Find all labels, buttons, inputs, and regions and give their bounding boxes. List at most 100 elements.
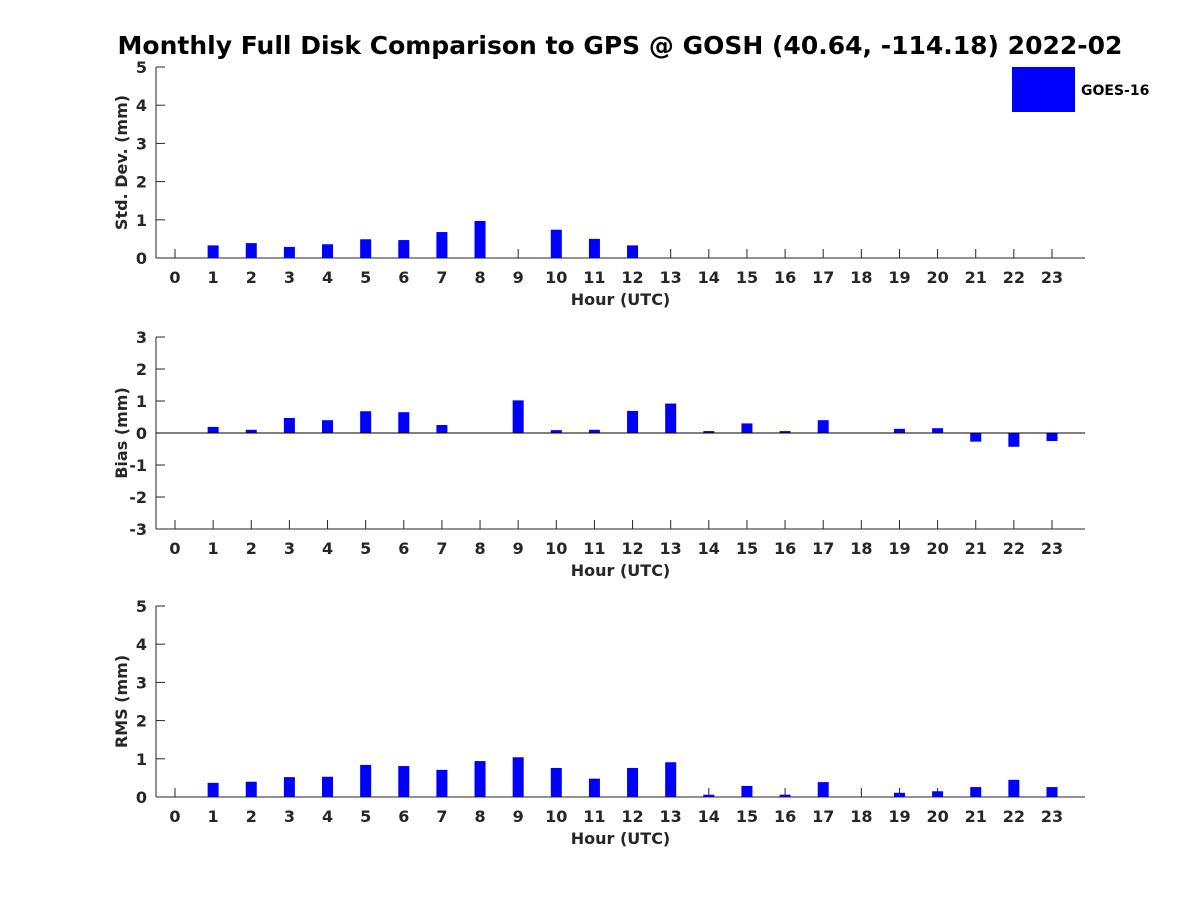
y-tick-label: 2 xyxy=(136,712,147,731)
bar-hour-2 xyxy=(245,429,257,433)
bar-hour-5 xyxy=(360,411,372,433)
bar-hour-4 xyxy=(322,420,334,433)
x-tick-label: 12 xyxy=(621,807,643,826)
x-tick-label: 17 xyxy=(812,268,834,287)
bar-hour-2 xyxy=(245,243,257,258)
y-tick-label: 1 xyxy=(136,750,147,769)
bar-hour-17 xyxy=(817,782,829,797)
bar-hour-21 xyxy=(970,433,982,442)
x-tick-label: 13 xyxy=(660,807,682,826)
y-axis-label: Std. Dev. (mm) xyxy=(112,95,131,230)
x-tick-label: 19 xyxy=(888,268,910,287)
x-tick-label: 7 xyxy=(436,539,447,558)
bar-hour-12 xyxy=(627,410,639,433)
x-tick-label: 15 xyxy=(736,807,758,826)
x-tick-label: 20 xyxy=(926,539,948,558)
y-tick-label: 3 xyxy=(136,328,147,347)
y-axis-label: RMS (mm) xyxy=(112,655,131,748)
bar-hour-11 xyxy=(588,778,600,797)
y-tick-label: 5 xyxy=(136,597,147,616)
x-axis-label: Hour (UTC) xyxy=(571,561,671,580)
x-tick-label: 23 xyxy=(1041,539,1063,558)
x-tick-label: 13 xyxy=(660,268,682,287)
x-tick-label: 1 xyxy=(208,807,219,826)
x-tick-label: 17 xyxy=(812,807,834,826)
x-tick-label: 10 xyxy=(545,268,567,287)
bar-hour-11 xyxy=(588,238,600,258)
x-tick-label: 6 xyxy=(398,268,409,287)
x-tick-label: 6 xyxy=(398,539,409,558)
y-tick-label: -2 xyxy=(129,488,147,507)
bar-hour-14 xyxy=(703,431,715,433)
bar-hour-4 xyxy=(322,776,334,797)
y-tick-label: 0 xyxy=(136,424,147,443)
x-tick-label: 7 xyxy=(436,268,447,287)
x-tick-label: 22 xyxy=(1003,539,1025,558)
x-tick-label: 14 xyxy=(698,268,720,287)
x-tick-label: 1 xyxy=(208,268,219,287)
x-tick-label: 10 xyxy=(545,807,567,826)
x-tick-label: 20 xyxy=(926,268,948,287)
x-tick-label: 18 xyxy=(850,539,872,558)
x-tick-label: 5 xyxy=(360,268,371,287)
x-tick-label: 12 xyxy=(621,539,643,558)
bar-hour-2 xyxy=(245,781,257,797)
bar-hour-19 xyxy=(893,428,905,433)
x-tick-label: 4 xyxy=(322,807,333,826)
bar-hour-23 xyxy=(1046,433,1058,441)
bar-hour-13 xyxy=(665,762,677,797)
bar-hour-3 xyxy=(283,777,295,797)
bar-hour-15 xyxy=(741,785,753,797)
x-tick-label: 5 xyxy=(360,539,371,558)
x-tick-label: 16 xyxy=(774,268,796,287)
x-tick-label: 19 xyxy=(888,539,910,558)
bar-hour-12 xyxy=(627,767,639,797)
x-tick-label: 0 xyxy=(169,268,180,287)
y-tick-label: 0 xyxy=(136,788,147,807)
x-tick-label: 8 xyxy=(474,807,485,826)
x-tick-label: 19 xyxy=(888,807,910,826)
x-tick-label: 21 xyxy=(965,539,987,558)
bar-hour-12 xyxy=(627,245,639,258)
y-tick-label: -1 xyxy=(129,456,147,475)
x-tick-label: 8 xyxy=(474,539,485,558)
bar-hour-5 xyxy=(360,764,372,797)
x-tick-label: 15 xyxy=(736,539,758,558)
x-tick-label: 3 xyxy=(284,539,295,558)
x-tick-label: 4 xyxy=(322,539,333,558)
bar-hour-22 xyxy=(1008,779,1020,797)
x-tick-label: 13 xyxy=(660,539,682,558)
bar-hour-6 xyxy=(398,412,410,433)
bar-hour-19 xyxy=(893,792,905,797)
x-tick-label: 16 xyxy=(774,807,796,826)
x-tick-label: 0 xyxy=(169,539,180,558)
x-tick-label: 14 xyxy=(698,539,720,558)
y-tick-label: 3 xyxy=(136,134,147,153)
bar-hour-8 xyxy=(474,761,486,797)
bar-hour-1 xyxy=(207,782,219,797)
x-tick-label: 22 xyxy=(1003,268,1025,287)
y-tick-label: 2 xyxy=(136,173,147,192)
x-tick-label: 11 xyxy=(583,268,605,287)
bar-hour-22 xyxy=(1008,433,1020,447)
bar-hour-20 xyxy=(932,791,944,797)
x-axis-label: Hour (UTC) xyxy=(571,829,671,848)
x-axis-label: Hour (UTC) xyxy=(571,290,671,309)
bar-hour-3 xyxy=(283,246,295,258)
x-tick-label: 2 xyxy=(246,268,257,287)
x-tick-label: 12 xyxy=(621,268,643,287)
bar-hour-1 xyxy=(207,245,219,258)
y-tick-label: 4 xyxy=(136,96,147,115)
bar-hour-7 xyxy=(436,425,448,433)
chart-title: Monthly Full Disk Comparison to GPS @ GO… xyxy=(118,31,1123,60)
x-tick-label: 14 xyxy=(698,807,720,826)
bar-hour-15 xyxy=(741,423,753,433)
bar-hour-10 xyxy=(550,767,562,797)
y-tick-label: 1 xyxy=(136,392,147,411)
bar-hour-17 xyxy=(817,420,829,433)
x-tick-label: 6 xyxy=(398,807,409,826)
bar-hour-23 xyxy=(1046,787,1058,797)
bar-hour-10 xyxy=(550,229,562,258)
